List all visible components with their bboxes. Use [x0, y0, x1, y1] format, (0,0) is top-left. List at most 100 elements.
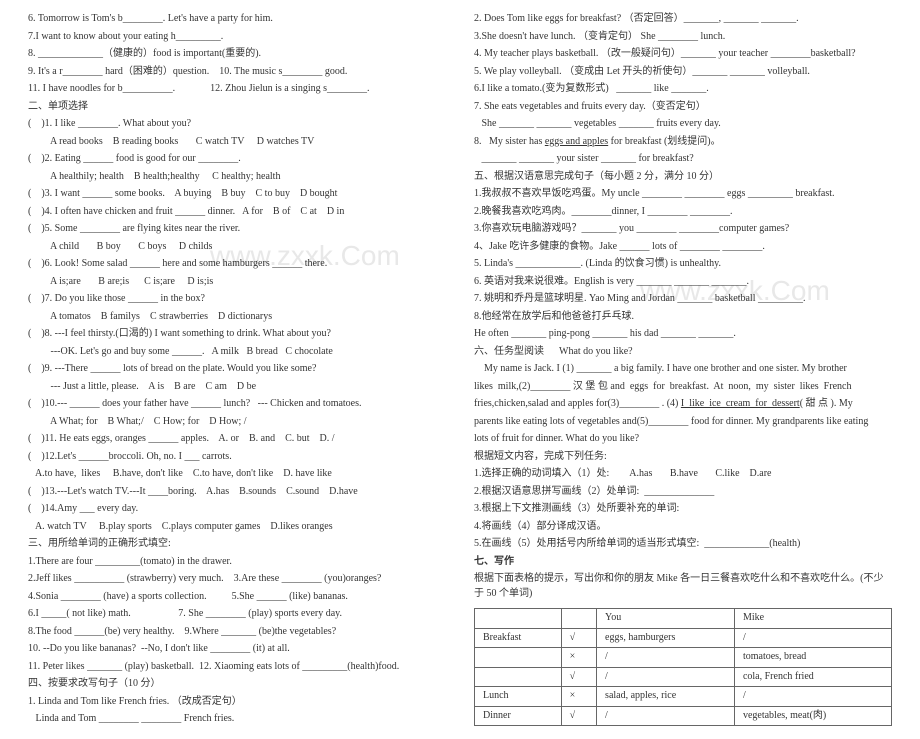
cn-3: 3.你喜欢玩电脑游戏吗？_______ you ________ _______…	[474, 222, 892, 237]
rewrite-4: 4. My teacher plays basketball. （改一般疑问句）…	[474, 47, 892, 62]
cn-7: 7. 姚明和乔丹是篮球明星. Yao Ming and Jordan _____…	[474, 292, 892, 307]
th-mike: Mike	[734, 609, 891, 629]
mc-10-opts: A What; for B What;/ C How; for D How; /	[28, 415, 446, 430]
vocab-9-10: 9. It's a r________ hard（困难的）question. 1…	[28, 65, 446, 80]
mc-9-opts: --- Just a little, please. A is B are C …	[28, 380, 446, 395]
left-column: 6. Tomorrow is Tom's b________. Let's ha…	[28, 12, 446, 727]
cn-8b: He often _______ ping-pong _______ his d…	[474, 327, 892, 342]
rewrite-7-ans: She _______ _______ vegetables _______ f…	[474, 117, 892, 132]
task-2: 2.根据汉语意思拼写画线（2）处单词: ______________	[474, 485, 892, 500]
mc-7-opts: A tomatos B familys C strawberries D dic…	[28, 310, 446, 325]
th-blank1	[475, 609, 562, 629]
cn-5: 5. Linda's _____________. (Linda 的饮食习惯) …	[474, 257, 892, 272]
fill-1: 1.There are four _________(tomato) in th…	[28, 555, 446, 570]
mc-11: ( )11. He eats eggs, oranges ______ appl…	[28, 432, 446, 447]
cell: cola, French fried	[734, 667, 891, 687]
mc-5-opts: A child B boy C boys D childs	[28, 240, 446, 255]
mc-1: ( )1. I like ________. What about you?	[28, 117, 446, 132]
mc-8-opts: ---OK. Let's go and buy some ______. A m…	[28, 345, 446, 360]
cell	[475, 648, 562, 668]
mc-13: ( )13.---Let's watch TV.---It ____boring…	[28, 485, 446, 500]
cell: /	[597, 706, 735, 726]
task-5: 5.在画线（5）处用括号内所给单词的适当形式填空: _____________(…	[474, 537, 892, 552]
mc-14: ( )14.Amy ___ every day.	[28, 502, 446, 517]
cn-2: 2.晚餐我喜欢吃鸡肉。________dinner, I ________ __…	[474, 205, 892, 220]
fill-11-12: 11. Peter likes _______ (play) basketbal…	[28, 660, 446, 675]
passage-5: lots of fruit for dinner. What do you li…	[474, 432, 892, 447]
section3-title: 三、用所给单词的正确形式填空:	[28, 537, 446, 552]
rewrite-7: 7. She eats vegetables and fruits every …	[474, 100, 892, 115]
cell: /	[597, 648, 735, 668]
fill-6-7: 6.I _____( not like) math. 7. She ______…	[28, 607, 446, 622]
table-header: You Mike	[475, 609, 892, 629]
rewrite-1: 1. Linda and Tom like French fries. （改成否…	[28, 695, 446, 710]
cell: ×	[561, 648, 596, 668]
passage-3: fries,chicken,salad and apples for(3)___…	[474, 397, 892, 412]
vocab-6: 6. Tomorrow is Tom's b________. Let's ha…	[28, 12, 446, 27]
mc-8: ( )8. ---I feel thirsty.(口渴的) I want som…	[28, 327, 446, 342]
cell: √	[561, 628, 596, 648]
table-row: Dinner √ / vegetables, meat(肉)	[475, 706, 892, 726]
cn-6: 6. 英语对我来说很难。English is very _______ ____…	[474, 275, 892, 290]
mc-14-opts: A. watch TV B.play sports C.plays comput…	[28, 520, 446, 535]
rewrite-8-ans: _______ _______ your sister _______ for …	[474, 152, 892, 167]
rewrite-6: 6.I like a tomato.(变为复数形式) _______ like …	[474, 82, 892, 97]
mc-9: ( )9. ---There ______ lots of bread on t…	[28, 362, 446, 377]
page: 6. Tomorrow is Tom's b________. Let's ha…	[0, 0, 920, 739]
cell: /	[734, 687, 891, 707]
cell: ×	[561, 687, 596, 707]
rewrite-1-ans: Linda and Tom ________ ________ French f…	[28, 712, 446, 727]
mc-10: ( )10.--- ______ does your father have _…	[28, 397, 446, 412]
mc-5: ( )5. Some ________ are flying kites nea…	[28, 222, 446, 237]
cell: Breakfast	[475, 628, 562, 648]
cell: salad, apples, rice	[597, 687, 735, 707]
mc-6: ( )6. Look! Some salad ______ here and s…	[28, 257, 446, 272]
section6-title: 六、任务型阅读 What do you like?	[474, 345, 892, 360]
vocab-7: 7.I want to know about your eating h____…	[28, 30, 446, 45]
rewrite-8: 8. My sister has eggs and apples for bre…	[474, 135, 892, 150]
fill-10: 10. --Do you like bananas? --No, I don't…	[28, 642, 446, 657]
cell	[475, 667, 562, 687]
table-row: Lunch × salad, apples, rice /	[475, 687, 892, 707]
mc-6-opts: A is;are B are;is C is;are D is;is	[28, 275, 446, 290]
th-blank2	[561, 609, 596, 629]
mc-2: ( )2. Eating ______ food is good for our…	[28, 152, 446, 167]
mc-3: ( )3. I want ______ some books. A buying…	[28, 187, 446, 202]
section7-title: 七、写作	[474, 555, 892, 570]
section5-title: 五、根据汉语意思完成句子（每小题 2 分，满分 10 分）	[474, 170, 892, 185]
mc-4: ( )4. I often have chicken and fruit ___…	[28, 205, 446, 220]
mc-1-opts: A read books B reading books C watch TV …	[28, 135, 446, 150]
cell: tomatoes, bread	[734, 648, 891, 668]
table-row: √ / cola, French fried	[475, 667, 892, 687]
fill-2-3: 2.Jeff likes __________ (strawberry) ver…	[28, 572, 446, 587]
fill-4-5: 4.Sonia ________ (have) a sports collect…	[28, 590, 446, 605]
mc-12: ( )12.Let's ______broccoli. Oh, no. I __…	[28, 450, 446, 465]
cell: √	[561, 667, 596, 687]
vocab-11-12: 11. I have noodles for b__________. 12. …	[28, 82, 446, 97]
mc-7: ( )7. Do you like those ______ in the bo…	[28, 292, 446, 307]
cell: Dinner	[475, 706, 562, 726]
cell: /	[597, 667, 735, 687]
cell: /	[734, 628, 891, 648]
section2-title: 二、单项选择	[28, 100, 446, 115]
cell: vegetables, meat(肉)	[734, 706, 891, 726]
fill-8-9: 8.The food ______(be) very healthy. 9.Wh…	[28, 625, 446, 640]
rewrite-3: 3.She doesn't have lunch. （变肯定句） She ___…	[474, 30, 892, 45]
table-row: × / tomatoes, bread	[475, 648, 892, 668]
cn-8: 8.他经常在放学后和他爸爸打乒乓球.	[474, 310, 892, 325]
passage-4: parents like eating lots of vegetables a…	[474, 415, 892, 430]
mc-12-opts: A.to have, likes B.have, don't like C.to…	[28, 467, 446, 482]
passage-2: likes milk,(2)________ 汉 堡 包 and eggs fo…	[474, 380, 892, 395]
cell: Lunch	[475, 687, 562, 707]
task-3: 3.根据上下文推测画线（3）处所要补充的单词:	[474, 502, 892, 517]
mc-2-opts: A healthily; health B health;healthy C h…	[28, 170, 446, 185]
vocab-8: 8. _____________（健康的）food is important(重…	[28, 47, 446, 62]
tasks-title: 根据短文内容，完成下列任务:	[474, 450, 892, 465]
cn-4: 4、Jake 吃许多健康的食物。Jake ______ lots of ____…	[474, 240, 892, 255]
table-row: Breakfast √ eggs, hamburgers /	[475, 628, 892, 648]
cell: eggs, hamburgers	[597, 628, 735, 648]
passage-1: My name is Jack. I (1) _______ a big fam…	[474, 362, 892, 377]
task-1: 1.选择正确的动词填入（1）处: A.has B.have C.like D.a…	[474, 467, 892, 482]
meal-table: You Mike Breakfast √ eggs, hamburgers / …	[474, 608, 892, 726]
cell: √	[561, 706, 596, 726]
